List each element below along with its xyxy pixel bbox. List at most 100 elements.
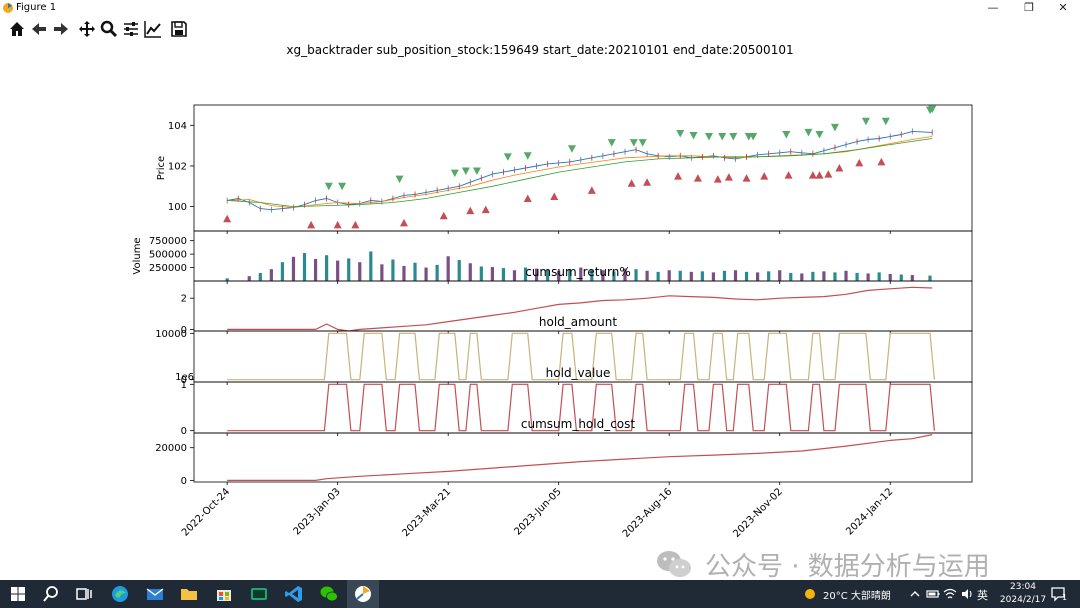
save-icon[interactable] xyxy=(169,19,189,39)
buy-marker xyxy=(815,171,824,179)
volume-bar xyxy=(534,268,539,281)
volume-bar xyxy=(789,272,793,281)
sell-marker xyxy=(881,117,890,126)
sell-marker xyxy=(503,153,512,161)
sell-marker xyxy=(638,139,647,147)
buy-marker xyxy=(824,170,833,178)
y-tick-label: 1 xyxy=(181,380,187,391)
home-icon[interactable] xyxy=(7,19,27,39)
windows-start-icon[interactable] xyxy=(8,584,28,604)
volume-bar xyxy=(612,271,616,281)
volume-bar xyxy=(258,272,262,281)
python-figure-app-icon[interactable] xyxy=(353,584,373,604)
buy-marker xyxy=(439,211,448,220)
volume-bar xyxy=(358,262,362,281)
sell-marker xyxy=(928,105,937,114)
file-explorer-icon[interactable] xyxy=(179,584,199,604)
windows-taskbar: 20°C 大部晴朗 英 23:04 2024/2/17 1 xyxy=(0,580,1080,608)
clock-time[interactable]: 23:04 xyxy=(1010,582,1036,592)
panel-price: 100 102 104 Price xyxy=(156,104,973,234)
buy-marker xyxy=(808,171,817,179)
volume-bar xyxy=(722,270,727,281)
navigation-toolbar xyxy=(0,17,1080,41)
close-button[interactable]: ✕ xyxy=(1058,1,1068,14)
cumsum_return-line xyxy=(227,286,933,332)
sell-marker xyxy=(567,145,576,153)
volume-bar xyxy=(778,270,782,281)
volume-bar xyxy=(568,269,572,281)
buy-marker xyxy=(674,172,683,180)
volume-bar xyxy=(291,256,296,281)
search-icon[interactable] xyxy=(41,584,61,604)
edit-axes-icon[interactable] xyxy=(143,19,163,39)
sell-marker xyxy=(729,133,738,141)
chevron-up-icon[interactable] xyxy=(909,588,921,600)
sell-marker xyxy=(815,130,824,139)
volume-bar xyxy=(546,269,550,281)
subplots-config-icon[interactable] xyxy=(121,19,141,39)
volume-bar xyxy=(667,270,671,281)
volume-bar xyxy=(457,260,461,281)
volume-bar xyxy=(523,267,528,281)
notification-center-icon[interactable] xyxy=(1050,586,1066,602)
buy-marker xyxy=(643,178,652,186)
buy-marker xyxy=(724,173,733,181)
volume-bar xyxy=(325,255,329,281)
figure-canvas[interactable]: xg_backtrader sub_position_stock:159649 … xyxy=(0,42,1080,580)
task-view-icon[interactable] xyxy=(74,584,94,604)
y-tick-label: 0 xyxy=(181,426,187,437)
battery-icon[interactable] xyxy=(926,587,940,601)
buy-marker xyxy=(351,220,360,229)
price-series-line xyxy=(227,138,933,208)
volume-bar xyxy=(402,265,406,281)
restore-button[interactable]: ❐ xyxy=(1024,1,1034,14)
volume-bar xyxy=(744,271,749,281)
speaker-icon[interactable] xyxy=(960,587,974,601)
price-series-line xyxy=(227,130,933,211)
volume-bar xyxy=(767,271,771,281)
volume-bar xyxy=(557,270,561,281)
clock-date[interactable]: 2024/2/17 xyxy=(999,595,1047,605)
sell-marker xyxy=(450,169,459,178)
wechat-logo-icon xyxy=(657,551,691,577)
forward-arrow-icon[interactable] xyxy=(51,19,71,39)
x-tick-label: 2022-Oct-24 xyxy=(180,486,232,538)
mail-icon[interactable] xyxy=(145,584,165,604)
terminal-app-icon[interactable] xyxy=(249,584,269,604)
volume-bar xyxy=(479,266,483,281)
volume-bar xyxy=(656,271,660,281)
x-tick-label: 2023-Aug-16 xyxy=(621,486,675,540)
sell-marker xyxy=(749,133,758,141)
volume-bar xyxy=(800,273,804,281)
buy-marker xyxy=(855,158,864,167)
volume-bar xyxy=(247,276,251,281)
buy-marker xyxy=(713,175,722,183)
sell-marker xyxy=(461,167,470,176)
weather-text[interactable]: 20°C 大部晴朗 xyxy=(823,591,891,602)
edge-browser-icon[interactable] xyxy=(110,584,130,604)
volume-bar xyxy=(590,269,594,281)
zoom-icon[interactable] xyxy=(99,19,119,39)
wifi-icon[interactable] xyxy=(943,587,957,601)
pan-icon[interactable] xyxy=(77,19,97,39)
y-tick-label: 500000 xyxy=(149,250,187,261)
sell-marker xyxy=(676,129,685,138)
minimize-button[interactable]: — xyxy=(987,1,999,14)
y-tick-label: 20000 xyxy=(155,443,187,454)
vscode-icon[interactable] xyxy=(284,584,304,604)
buy-marker xyxy=(784,171,793,179)
x-tick-label: 2023-Jun-05 xyxy=(512,486,563,537)
buy-marker xyxy=(587,186,596,194)
buy-marker xyxy=(742,174,751,182)
input-method-indicator[interactable]: 英 xyxy=(977,589,988,602)
wechat-icon[interactable] xyxy=(319,584,339,604)
y-tick-label: 104 xyxy=(168,121,187,132)
back-arrow-icon[interactable] xyxy=(29,19,49,39)
volume-bar xyxy=(623,268,627,281)
buy-marker xyxy=(481,205,490,214)
sell-marker xyxy=(689,131,698,140)
volume-bar xyxy=(225,278,229,281)
store-icon[interactable] xyxy=(214,584,234,604)
hold_amount-line xyxy=(227,332,935,381)
